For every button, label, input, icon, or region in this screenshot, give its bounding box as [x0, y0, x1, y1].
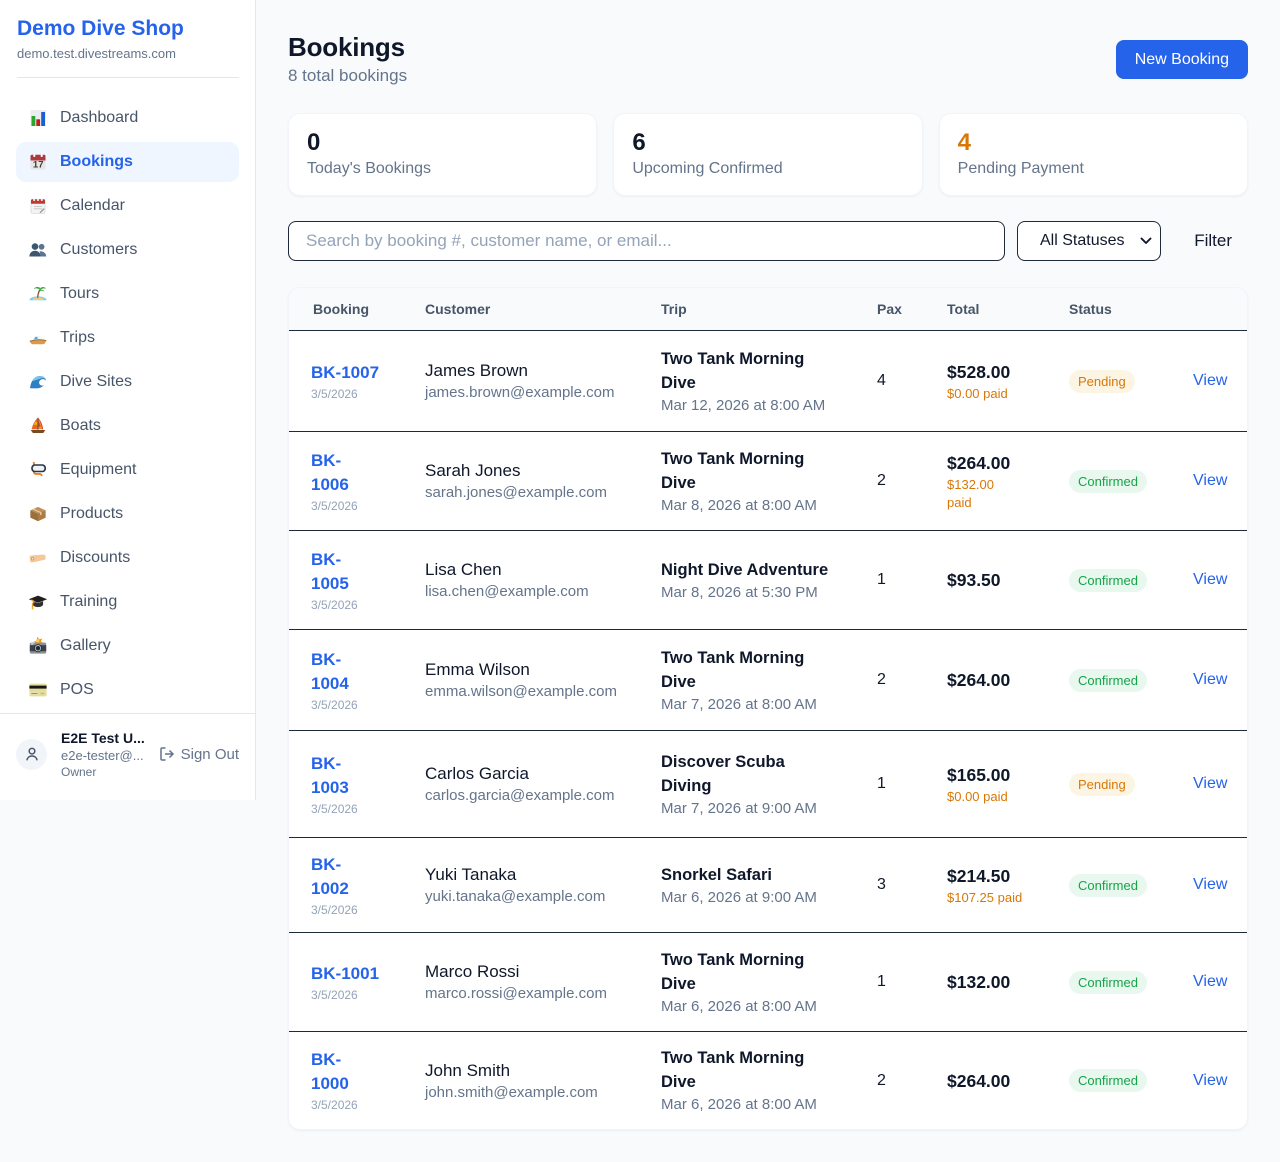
svg-text:17: 17	[33, 160, 44, 171]
